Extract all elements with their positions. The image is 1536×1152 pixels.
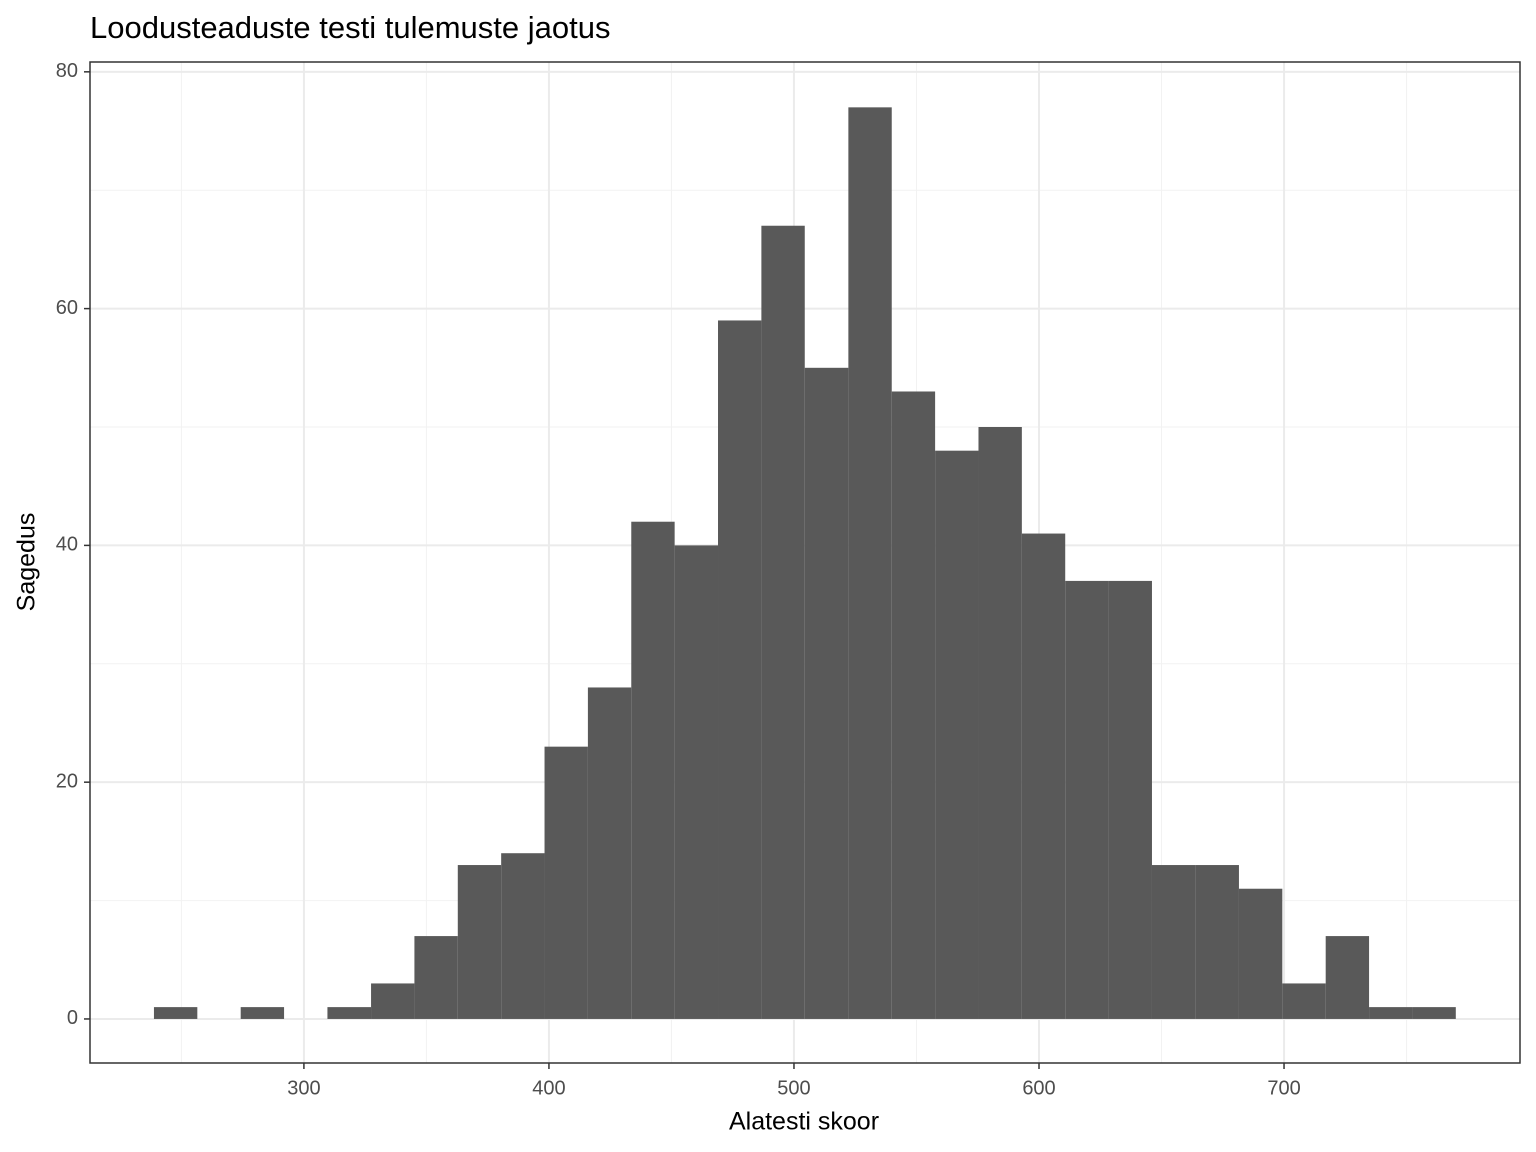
bar — [414, 936, 458, 1019]
bar — [674, 545, 719, 1019]
bar — [501, 853, 545, 1019]
bar — [371, 983, 415, 1019]
bar — [1151, 865, 1196, 1019]
bar — [1325, 936, 1370, 1019]
bar — [1369, 1007, 1413, 1019]
bar — [1412, 1007, 1456, 1019]
bar — [891, 391, 936, 1019]
x-tick-label: 300 — [287, 1077, 320, 1099]
y-tick-label: 60 — [56, 297, 78, 319]
y-tick-label: 40 — [56, 534, 78, 556]
bar — [153, 1007, 198, 1019]
bar — [718, 320, 762, 1019]
bar — [848, 107, 892, 1019]
bar — [1021, 533, 1066, 1019]
y-axis-title: Sagedus — [13, 513, 41, 612]
chart-title: Loodusteaduste testi tulemuste jaotus — [90, 10, 610, 45]
bar — [978, 427, 1022, 1019]
bar — [240, 1007, 285, 1019]
x-axis-title: Alatesti skoor — [729, 1108, 879, 1136]
bar — [631, 521, 675, 1019]
bar — [804, 367, 849, 1019]
x-tick-label: 700 — [1267, 1077, 1300, 1099]
y-tick-label: 0 — [67, 1007, 78, 1029]
y-tick-label: 80 — [56, 60, 78, 82]
bar — [457, 865, 502, 1019]
bar — [1195, 865, 1239, 1019]
x-tick-label: 600 — [1022, 1077, 1055, 1099]
bar — [327, 1007, 372, 1019]
plot-border — [89, 61, 1521, 1064]
bar — [1282, 983, 1326, 1019]
bar — [935, 450, 979, 1019]
y-tick-label: 20 — [56, 770, 78, 792]
bar — [587, 687, 632, 1019]
bar — [1108, 580, 1152, 1019]
x-tick-label: 500 — [777, 1077, 810, 1099]
bar — [544, 746, 588, 1019]
x-tick-label: 400 — [532, 1077, 565, 1099]
bar — [1238, 888, 1283, 1019]
bar — [1065, 580, 1109, 1019]
bar — [761, 225, 805, 1019]
